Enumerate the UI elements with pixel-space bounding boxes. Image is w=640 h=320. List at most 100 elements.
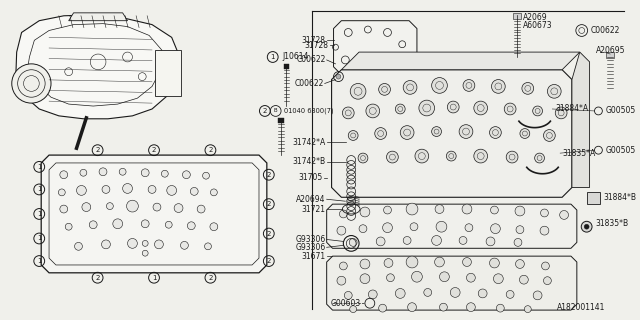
Circle shape (210, 223, 218, 231)
Bar (132, 238, 157, 256)
Circle shape (360, 259, 370, 269)
Text: 2: 2 (267, 172, 271, 178)
Circle shape (360, 207, 370, 217)
Circle shape (211, 189, 218, 196)
Circle shape (190, 188, 198, 195)
Circle shape (127, 200, 138, 212)
Text: 31742*B: 31742*B (292, 157, 326, 166)
Circle shape (412, 271, 422, 282)
Circle shape (492, 80, 505, 93)
Circle shape (440, 272, 449, 282)
Text: 2: 2 (208, 147, 212, 153)
Text: 31705: 31705 (298, 173, 323, 182)
Circle shape (424, 289, 431, 296)
Circle shape (350, 84, 366, 99)
Circle shape (478, 289, 487, 298)
Text: A60673: A60673 (523, 21, 552, 30)
Circle shape (463, 258, 472, 267)
Circle shape (174, 204, 183, 212)
Circle shape (467, 303, 476, 312)
Circle shape (459, 236, 467, 244)
Polygon shape (333, 21, 417, 75)
Circle shape (65, 223, 72, 230)
Circle shape (375, 128, 387, 140)
Circle shape (463, 80, 475, 91)
Circle shape (490, 206, 499, 214)
Circle shape (403, 81, 417, 94)
Text: 31742*A: 31742*A (292, 138, 326, 147)
Polygon shape (16, 15, 179, 119)
Text: 31728: 31728 (301, 36, 326, 45)
Circle shape (12, 64, 51, 103)
Circle shape (203, 172, 209, 179)
Circle shape (205, 243, 211, 250)
Circle shape (506, 151, 518, 163)
Circle shape (403, 236, 411, 244)
Circle shape (127, 238, 138, 248)
Bar (278, 118, 284, 123)
Text: B: B (274, 108, 278, 114)
Circle shape (465, 224, 473, 232)
Circle shape (342, 107, 354, 119)
Text: 31884*A: 31884*A (556, 105, 588, 114)
Circle shape (349, 306, 356, 313)
Circle shape (113, 219, 123, 229)
Circle shape (459, 125, 473, 139)
Circle shape (396, 289, 405, 298)
Circle shape (556, 107, 567, 119)
Circle shape (541, 209, 548, 217)
Circle shape (540, 226, 549, 235)
Circle shape (497, 304, 504, 312)
Circle shape (74, 243, 83, 250)
Text: G93306: G93306 (296, 243, 326, 252)
Bar (513, 13, 521, 19)
Circle shape (358, 153, 368, 163)
Text: G93306: G93306 (296, 235, 326, 244)
Circle shape (490, 258, 499, 268)
Circle shape (406, 203, 418, 215)
Polygon shape (68, 13, 127, 21)
Text: 1: 1 (37, 258, 42, 264)
Circle shape (534, 153, 545, 163)
Circle shape (366, 104, 380, 118)
Polygon shape (587, 192, 600, 204)
Circle shape (467, 273, 476, 282)
Circle shape (153, 203, 161, 211)
Circle shape (474, 149, 488, 163)
Text: 2: 2 (208, 275, 212, 281)
Polygon shape (332, 70, 572, 197)
Circle shape (336, 74, 341, 79)
Circle shape (559, 211, 568, 219)
Circle shape (102, 186, 110, 193)
Circle shape (486, 237, 495, 246)
Text: 31835*A: 31835*A (562, 148, 595, 158)
Circle shape (435, 257, 444, 267)
Circle shape (516, 260, 524, 268)
Text: 01040 6300(7): 01040 6300(7) (285, 108, 334, 114)
Circle shape (102, 240, 110, 249)
Text: A182001141: A182001141 (557, 303, 605, 312)
Circle shape (543, 130, 556, 141)
Text: 31721: 31721 (301, 204, 326, 213)
Circle shape (339, 210, 348, 218)
Circle shape (142, 240, 148, 246)
Circle shape (396, 104, 405, 114)
Circle shape (581, 221, 592, 232)
Circle shape (106, 203, 113, 210)
Circle shape (383, 223, 392, 233)
Circle shape (58, 189, 65, 196)
Text: 2: 2 (95, 147, 100, 153)
Circle shape (584, 224, 589, 229)
Text: G00603: G00603 (331, 299, 361, 308)
Circle shape (77, 186, 86, 195)
Circle shape (99, 168, 107, 176)
Circle shape (415, 149, 429, 163)
Circle shape (89, 221, 97, 229)
Circle shape (408, 303, 417, 312)
Circle shape (337, 276, 346, 285)
Circle shape (515, 206, 525, 216)
Circle shape (431, 127, 442, 136)
Polygon shape (572, 52, 589, 188)
Circle shape (440, 303, 447, 311)
Circle shape (344, 292, 352, 299)
